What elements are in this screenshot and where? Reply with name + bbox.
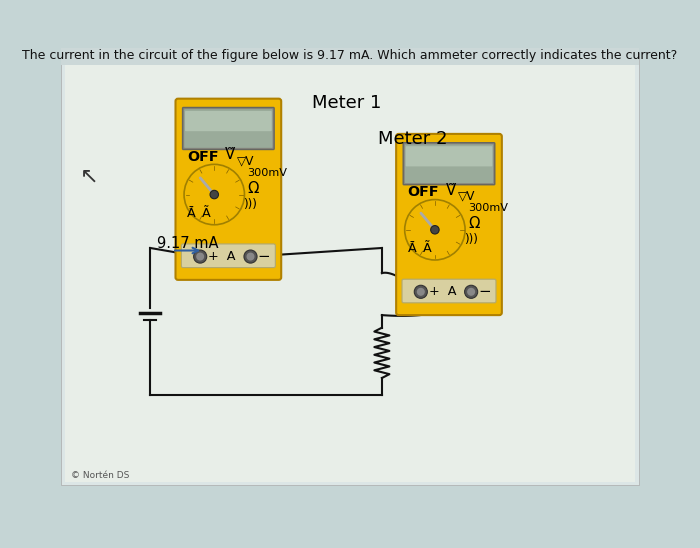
Text: OFF: OFF (407, 185, 440, 199)
Circle shape (196, 253, 204, 261)
Text: ))): ))) (244, 198, 258, 211)
Text: ))): ))) (464, 233, 478, 246)
FancyBboxPatch shape (65, 59, 635, 482)
Text: 9.17 mA: 9.17 mA (157, 236, 218, 252)
Text: Ω: Ω (248, 181, 259, 196)
FancyBboxPatch shape (184, 109, 272, 148)
Circle shape (405, 199, 465, 260)
Text: ▽V: ▽V (458, 190, 475, 203)
Text: +  A: + A (429, 286, 456, 298)
FancyBboxPatch shape (185, 111, 272, 131)
Text: Meter 1: Meter 1 (312, 94, 382, 112)
Text: Ṽ: Ṽ (225, 147, 236, 162)
Circle shape (184, 164, 244, 225)
Circle shape (416, 288, 425, 296)
Text: ▽V: ▽V (237, 155, 255, 168)
Circle shape (210, 190, 218, 199)
Text: 300mV: 300mV (248, 168, 288, 178)
Text: The current in the circuit of the figure below is 9.17 mA. Which ammeter correct: The current in the circuit of the figure… (22, 49, 678, 61)
Circle shape (244, 250, 257, 263)
Circle shape (465, 286, 477, 298)
Circle shape (467, 288, 475, 296)
Text: Ã: Ã (202, 207, 211, 220)
FancyBboxPatch shape (181, 244, 275, 267)
FancyBboxPatch shape (405, 144, 493, 183)
Text: Ω: Ω (468, 216, 480, 231)
Text: ↖: ↖ (80, 167, 99, 187)
Text: +  A: + A (208, 250, 236, 263)
FancyBboxPatch shape (402, 279, 496, 303)
Text: Ã: Ã (423, 242, 432, 255)
FancyBboxPatch shape (183, 107, 274, 150)
FancyBboxPatch shape (406, 146, 492, 167)
Text: Ṽ: Ṽ (446, 182, 456, 198)
Circle shape (414, 286, 427, 298)
Text: −: − (478, 284, 491, 299)
Text: 300mV: 300mV (468, 203, 508, 213)
Circle shape (430, 226, 439, 234)
Circle shape (194, 250, 206, 263)
Circle shape (246, 253, 255, 261)
Text: −: − (258, 249, 270, 264)
FancyBboxPatch shape (396, 134, 502, 315)
Text: Ā: Ā (407, 242, 416, 255)
FancyBboxPatch shape (176, 99, 281, 280)
Text: © Nortén DS: © Nortén DS (71, 471, 130, 480)
Text: Ā: Ā (187, 207, 196, 220)
Text: Meter 2: Meter 2 (378, 130, 447, 148)
Text: OFF: OFF (187, 150, 218, 164)
FancyBboxPatch shape (61, 53, 639, 486)
Bar (61, 48, 639, 65)
FancyBboxPatch shape (403, 142, 495, 185)
